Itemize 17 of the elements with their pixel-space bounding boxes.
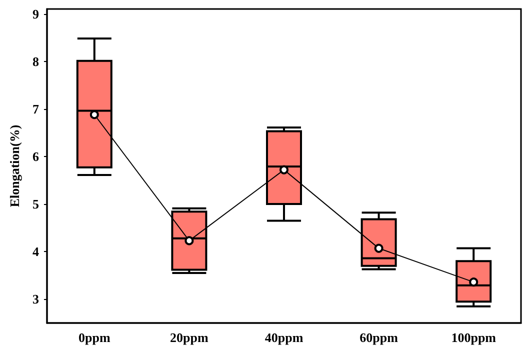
point bbox=[280, 165, 288, 174]
x-tick-label: 100ppm bbox=[451, 330, 496, 345]
y-tick-label: 3 bbox=[32, 292, 40, 307]
point bbox=[374, 244, 384, 253]
y-axis-title: Elongation(%) bbox=[7, 124, 22, 208]
y-tick-label: 8 bbox=[32, 54, 40, 69]
point bbox=[469, 278, 478, 287]
x-tick-label: 0ppm bbox=[78, 330, 110, 345]
x-tick-label: 60ppm bbox=[360, 330, 398, 345]
y-tick-label: 9 bbox=[32, 6, 40, 22]
x-tick-label: 40ppm bbox=[264, 330, 304, 345]
y-tick-label: 7 bbox=[32, 101, 40, 116]
point bbox=[184, 236, 194, 246]
x-tick-label: 20ppm bbox=[170, 330, 209, 345]
y-tick-label: 5 bbox=[32, 196, 40, 212]
y-tick-label: 4 bbox=[32, 244, 40, 260]
y-tick-label: 6 bbox=[32, 148, 40, 164]
